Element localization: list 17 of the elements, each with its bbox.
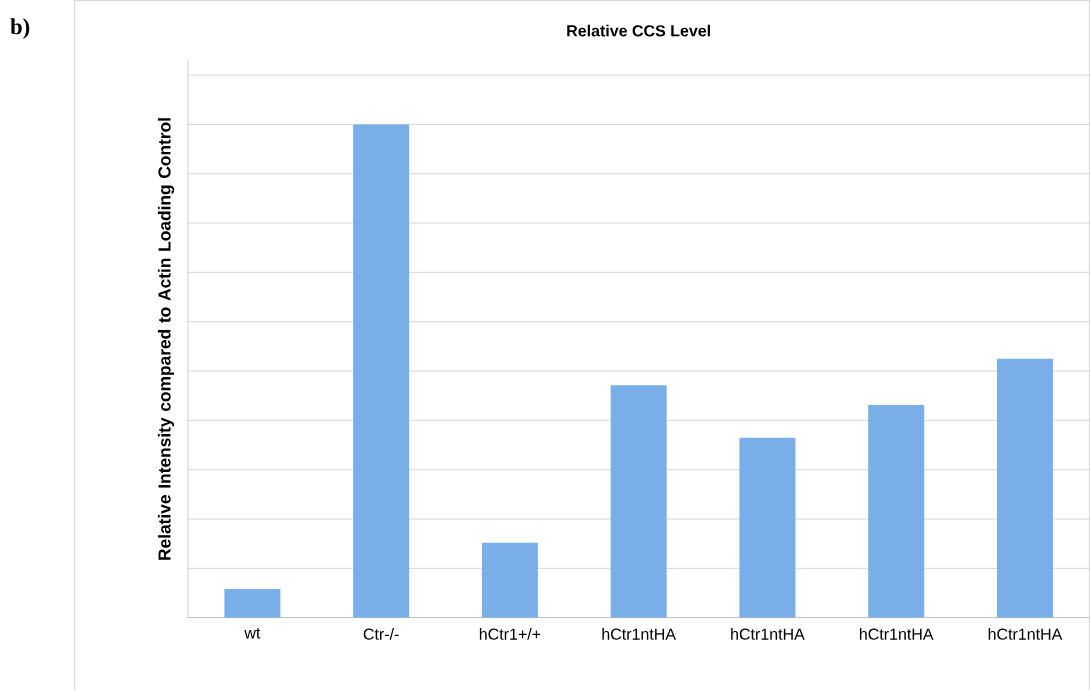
x-tick-label: hCtr1ntHA	[988, 628, 1063, 640]
bar	[996, 358, 1053, 618]
x-tick-label: wt	[244, 628, 261, 639]
bar	[224, 589, 281, 618]
x-tick-label: hCtr1ntHA	[859, 628, 934, 640]
bar	[868, 405, 925, 618]
bar	[610, 385, 667, 618]
text: b)	[10, 18, 30, 39]
chart-title: Relative CCS Level	[567, 24, 710, 37]
x-tick-label: Ctr-/-	[363, 628, 399, 640]
bar	[481, 542, 538, 618]
x-tick-label: hCtr1ntHA	[602, 628, 676, 640]
bar	[739, 437, 796, 618]
x-tick-label: hCtr1ntHA	[731, 628, 805, 640]
y-axis-title: Relative Intensity compared to Actin Loading Control	[157, 118, 175, 560]
x-tick-label: hCtr1+/+	[479, 628, 541, 640]
bar	[353, 124, 410, 618]
